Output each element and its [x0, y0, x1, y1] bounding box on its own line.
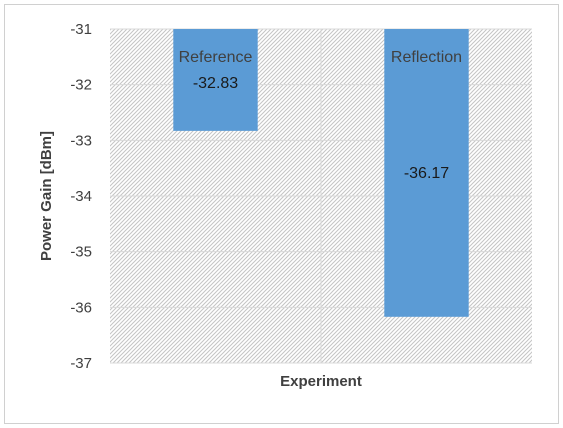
- y-tick-label: -31: [70, 21, 92, 38]
- bar-reference: [173, 29, 258, 131]
- bar-labels: Reference -32.83 Reflection -36.17: [179, 49, 462, 182]
- bars: [173, 29, 469, 317]
- y-tick-label: -34: [70, 188, 92, 205]
- y-axis-ticks: -31 -32 -33 -34 -35 -36 -37: [70, 21, 92, 372]
- y-tick-label: -36: [70, 299, 92, 316]
- data-label-reflection: -36.17: [404, 165, 449, 182]
- category-label-reflection: Reflection: [391, 49, 462, 66]
- y-tick-label: -33: [70, 132, 92, 149]
- category-label-reference: Reference: [179, 49, 253, 66]
- bar-reflection: [384, 29, 469, 317]
- y-axis-title: Power Gain [dBm]: [38, 131, 55, 261]
- y-tick-label: -32: [70, 77, 92, 94]
- y-tick-label: -37: [70, 355, 92, 372]
- x-axis-title: Experiment: [280, 373, 362, 390]
- y-tick-label: -35: [70, 244, 92, 261]
- data-label-reference: -32.83: [193, 75, 238, 92]
